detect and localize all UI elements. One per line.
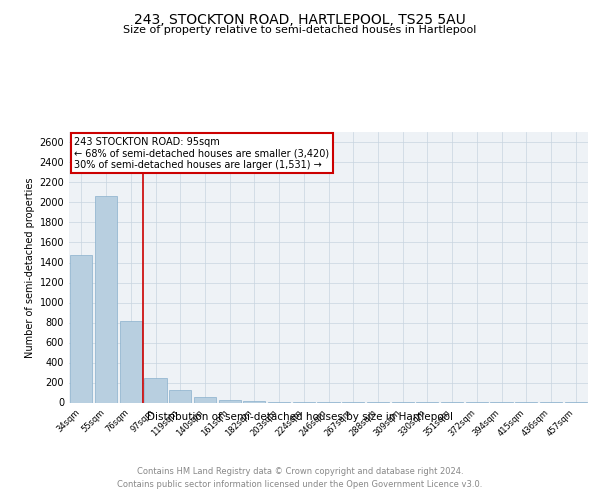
Bar [119, 320, 142, 402]
Bar [70, 256, 92, 402]
Bar [95, 196, 117, 402]
Text: Size of property relative to semi-detached houses in Hartlepool: Size of property relative to semi-detach… [124, 25, 476, 35]
Text: 243, STOCKTON ROAD, HARTLEPOOL, TS25 5AU: 243, STOCKTON ROAD, HARTLEPOOL, TS25 5AU [134, 12, 466, 26]
Text: Distribution of semi-detached houses by size in Hartlepool: Distribution of semi-detached houses by … [147, 412, 453, 422]
Text: Contains public sector information licensed under the Open Government Licence v3: Contains public sector information licen… [118, 480, 482, 489]
Bar [194, 396, 216, 402]
Bar [169, 390, 191, 402]
Text: 243 STOCKTON ROAD: 95sqm
← 68% of semi-detached houses are smaller (3,420)
30% o: 243 STOCKTON ROAD: 95sqm ← 68% of semi-d… [74, 136, 329, 170]
Y-axis label: Number of semi-detached properties: Number of semi-detached properties [25, 178, 35, 358]
Text: Contains HM Land Registry data © Crown copyright and database right 2024.: Contains HM Land Registry data © Crown c… [137, 468, 463, 476]
Bar [243, 400, 265, 402]
Bar [145, 378, 167, 402]
Bar [218, 400, 241, 402]
